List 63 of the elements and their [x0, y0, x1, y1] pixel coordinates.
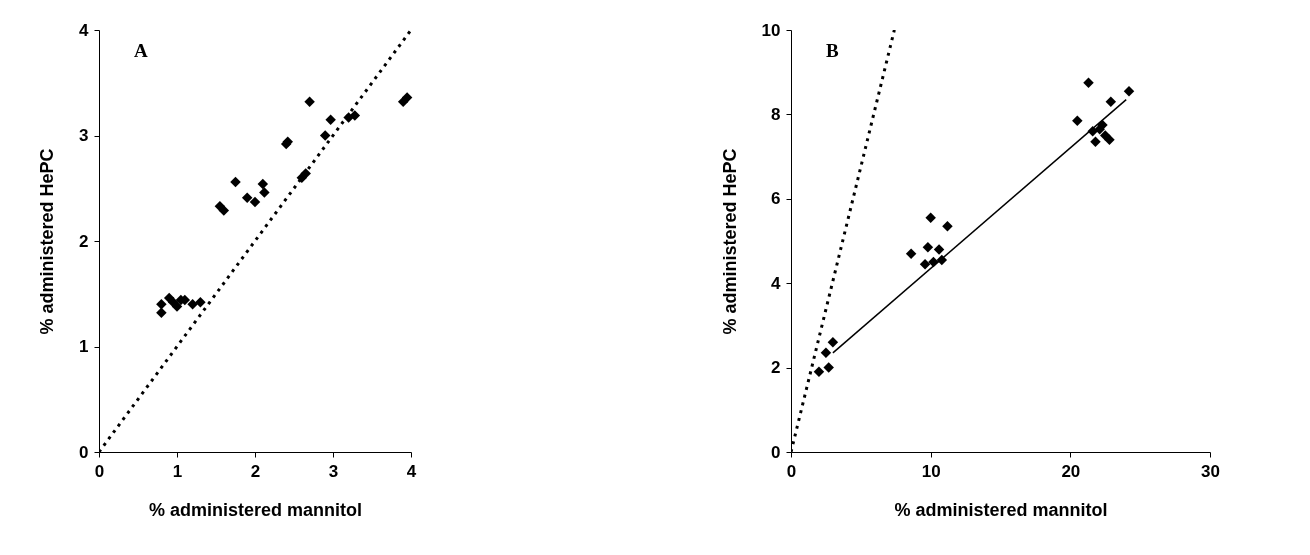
- point: [820, 347, 832, 359]
- point: [343, 112, 354, 123]
- x-tick-label: 10: [921, 461, 941, 481]
- point: [171, 301, 183, 312]
- y-tick-label: 4: [79, 20, 90, 40]
- point: [259, 187, 270, 198]
- y-tick-label: 0: [771, 442, 781, 462]
- y-tick-label: 10: [761, 20, 781, 40]
- point: [919, 258, 931, 270]
- y-tick-label: 2: [79, 231, 89, 251]
- point: [300, 168, 311, 179]
- x-tick-label: 1: [172, 461, 183, 481]
- point: [922, 242, 934, 253]
- point: [325, 114, 336, 125]
- point: [218, 205, 230, 216]
- point: [1105, 96, 1117, 107]
- y-tick-label: 3: [79, 126, 89, 145]
- point: [827, 337, 839, 348]
- point: [195, 296, 206, 308]
- point: [928, 256, 939, 268]
- point: [933, 244, 945, 255]
- x-axis-title: % administered mannitol: [148, 499, 363, 520]
- x-tick-label: 0: [786, 461, 797, 481]
- point: [349, 110, 361, 121]
- x-tick-label: 2: [250, 461, 261, 481]
- x-tick-label: 30: [1201, 461, 1220, 481]
- point: [187, 299, 198, 310]
- point: [304, 96, 315, 107]
- point: [156, 299, 167, 310]
- y-tick-label: 2: [771, 358, 781, 378]
- x-axis-title: % administered mannitol: [894, 499, 1108, 520]
- point: [1090, 136, 1101, 148]
- point: [1104, 134, 1115, 145]
- point: [257, 178, 269, 190]
- point: [925, 212, 936, 224]
- annotation: A: [134, 40, 148, 61]
- point: [401, 92, 413, 103]
- point: [1072, 115, 1083, 126]
- point: [156, 307, 167, 318]
- point: [319, 130, 331, 141]
- x-tick-label: 20: [1061, 461, 1081, 481]
- annotation: B: [826, 40, 839, 61]
- x-tick-label: 3: [328, 461, 339, 481]
- y-tick-label: 8: [771, 104, 781, 124]
- point: [936, 254, 948, 266]
- point: [230, 176, 241, 188]
- y-tick-label: 4: [771, 273, 782, 293]
- point: [823, 362, 834, 373]
- y-axis-title: % administered HePC: [719, 148, 740, 335]
- point: [813, 366, 825, 378]
- point: [942, 220, 953, 232]
- point: [1083, 77, 1094, 88]
- point: [905, 248, 917, 259]
- y-tick-label: 0: [79, 442, 89, 462]
- point: [241, 192, 253, 203]
- x-tick-label: 0: [94, 461, 105, 481]
- y-tick-label: 6: [771, 189, 781, 209]
- y-tick-label: 1: [79, 337, 89, 356]
- point: [1087, 126, 1098, 137]
- point: [249, 196, 261, 208]
- point: [1123, 85, 1135, 97]
- x-tick-label: 4: [406, 461, 417, 481]
- y-axis-title: % administered HePC: [37, 148, 58, 335]
